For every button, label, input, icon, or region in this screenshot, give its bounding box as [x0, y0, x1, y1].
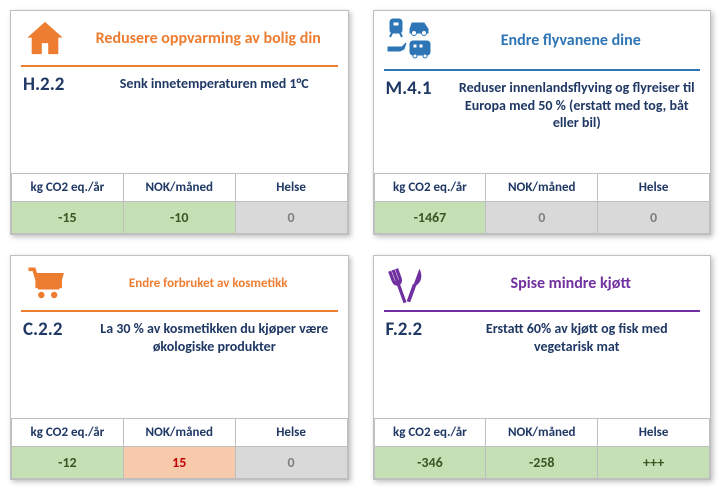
card-body: F.2.2Erstatt 60% av kjøtt og fisk med ve…	[374, 316, 711, 418]
col-co2: kg CO2 eq./år	[374, 419, 486, 447]
card-title: Endre forbruket av kosmetikk	[79, 277, 338, 292]
divider	[21, 65, 338, 67]
card-f22: Spise mindre kjøtt F.2.2Erstatt 60% av kj…	[373, 255, 712, 480]
divider	[384, 69, 701, 71]
card-title: Endre flyvanene dine	[442, 32, 701, 50]
card-header: Redusere oppvarming av bolig din	[11, 11, 348, 65]
col-health: Helse	[598, 419, 710, 447]
card-code: H.2.2	[23, 73, 83, 167]
metrics-table: kg CO2 eq./årNOK/månedHelse -346-258+++	[374, 418, 711, 479]
col-health: Helse	[235, 174, 347, 202]
food-icon	[384, 262, 432, 306]
cell-value: 0	[598, 202, 710, 234]
cell-value: -10	[123, 202, 235, 234]
col-health: Helse	[235, 419, 347, 447]
col-nok: NOK/måned	[123, 419, 235, 447]
cart-icon	[21, 262, 69, 306]
col-co2: kg CO2 eq./år	[374, 174, 486, 202]
cell-value: 0	[235, 202, 347, 234]
cell-value: -15	[12, 202, 124, 234]
cell-value: -1467	[374, 202, 486, 234]
cell-value: 0	[486, 202, 598, 234]
card-c22: Endre forbruket av kosmetikk C.2.2La 30 %…	[10, 255, 349, 480]
card-code: M.4.1	[386, 77, 446, 167]
cell-value: -346	[374, 447, 486, 479]
card-description: La 30 % av kosmetikken du kjøper være øk…	[93, 318, 336, 412]
col-co2: kg CO2 eq./år	[12, 174, 124, 202]
card-body: M.4.1Reduser innenlandsflyving og flyrei…	[374, 75, 711, 173]
cell-value: 15	[123, 447, 235, 479]
cell-value: -258	[486, 447, 598, 479]
card-h22: Redusere oppvarming av bolig din H.2.2Sen…	[10, 10, 349, 235]
card-title: Redusere oppvarming av bolig din	[79, 30, 338, 48]
cell-value: -12	[12, 447, 124, 479]
divider	[21, 310, 338, 312]
card-description: Senk innetemperaturen med 1°C	[93, 73, 336, 167]
card-code: F.2.2	[386, 318, 446, 412]
metrics-table: kg CO2 eq./årNOK/månedHelse-146700	[374, 173, 711, 234]
house-icon	[21, 17, 69, 61]
card-code: C.2.2	[23, 318, 83, 412]
card-header: Endre flyvanene dine	[374, 11, 711, 69]
col-nok: NOK/måned	[123, 174, 235, 202]
col-nok: NOK/måned	[486, 419, 598, 447]
card-header: Endre forbruket av kosmetikk	[11, 256, 348, 310]
metrics-table: kg CO2 eq./årNOK/månedHelse -15-100	[11, 173, 348, 234]
col-nok: NOK/måned	[486, 174, 598, 202]
card-body: C.2.2La 30 % av kosmetikken du kjøper væ…	[11, 316, 348, 418]
col-co2: kg CO2 eq./år	[12, 419, 124, 447]
card-m41: Endre flyvanene dine M.4.1Reduser innenla…	[373, 10, 712, 235]
card-header: Spise mindre kjøtt	[374, 256, 711, 310]
card-body: H.2.2Senk innetemperaturen med 1°C	[11, 71, 348, 173]
card-title: Spise mindre kjøtt	[442, 275, 701, 293]
divider	[384, 310, 701, 312]
cell-value: 0	[235, 447, 347, 479]
card-description: Erstatt 60% av kjøtt og fisk med vegetar…	[456, 318, 699, 412]
cell-value: +++	[598, 447, 710, 479]
card-description: Reduser innenlandsflyving og flyreiser t…	[456, 77, 699, 167]
metrics-table: kg CO2 eq./årNOK/månedHelse -12150	[11, 418, 348, 479]
col-health: Helse	[598, 174, 710, 202]
transport-icon	[384, 17, 432, 65]
